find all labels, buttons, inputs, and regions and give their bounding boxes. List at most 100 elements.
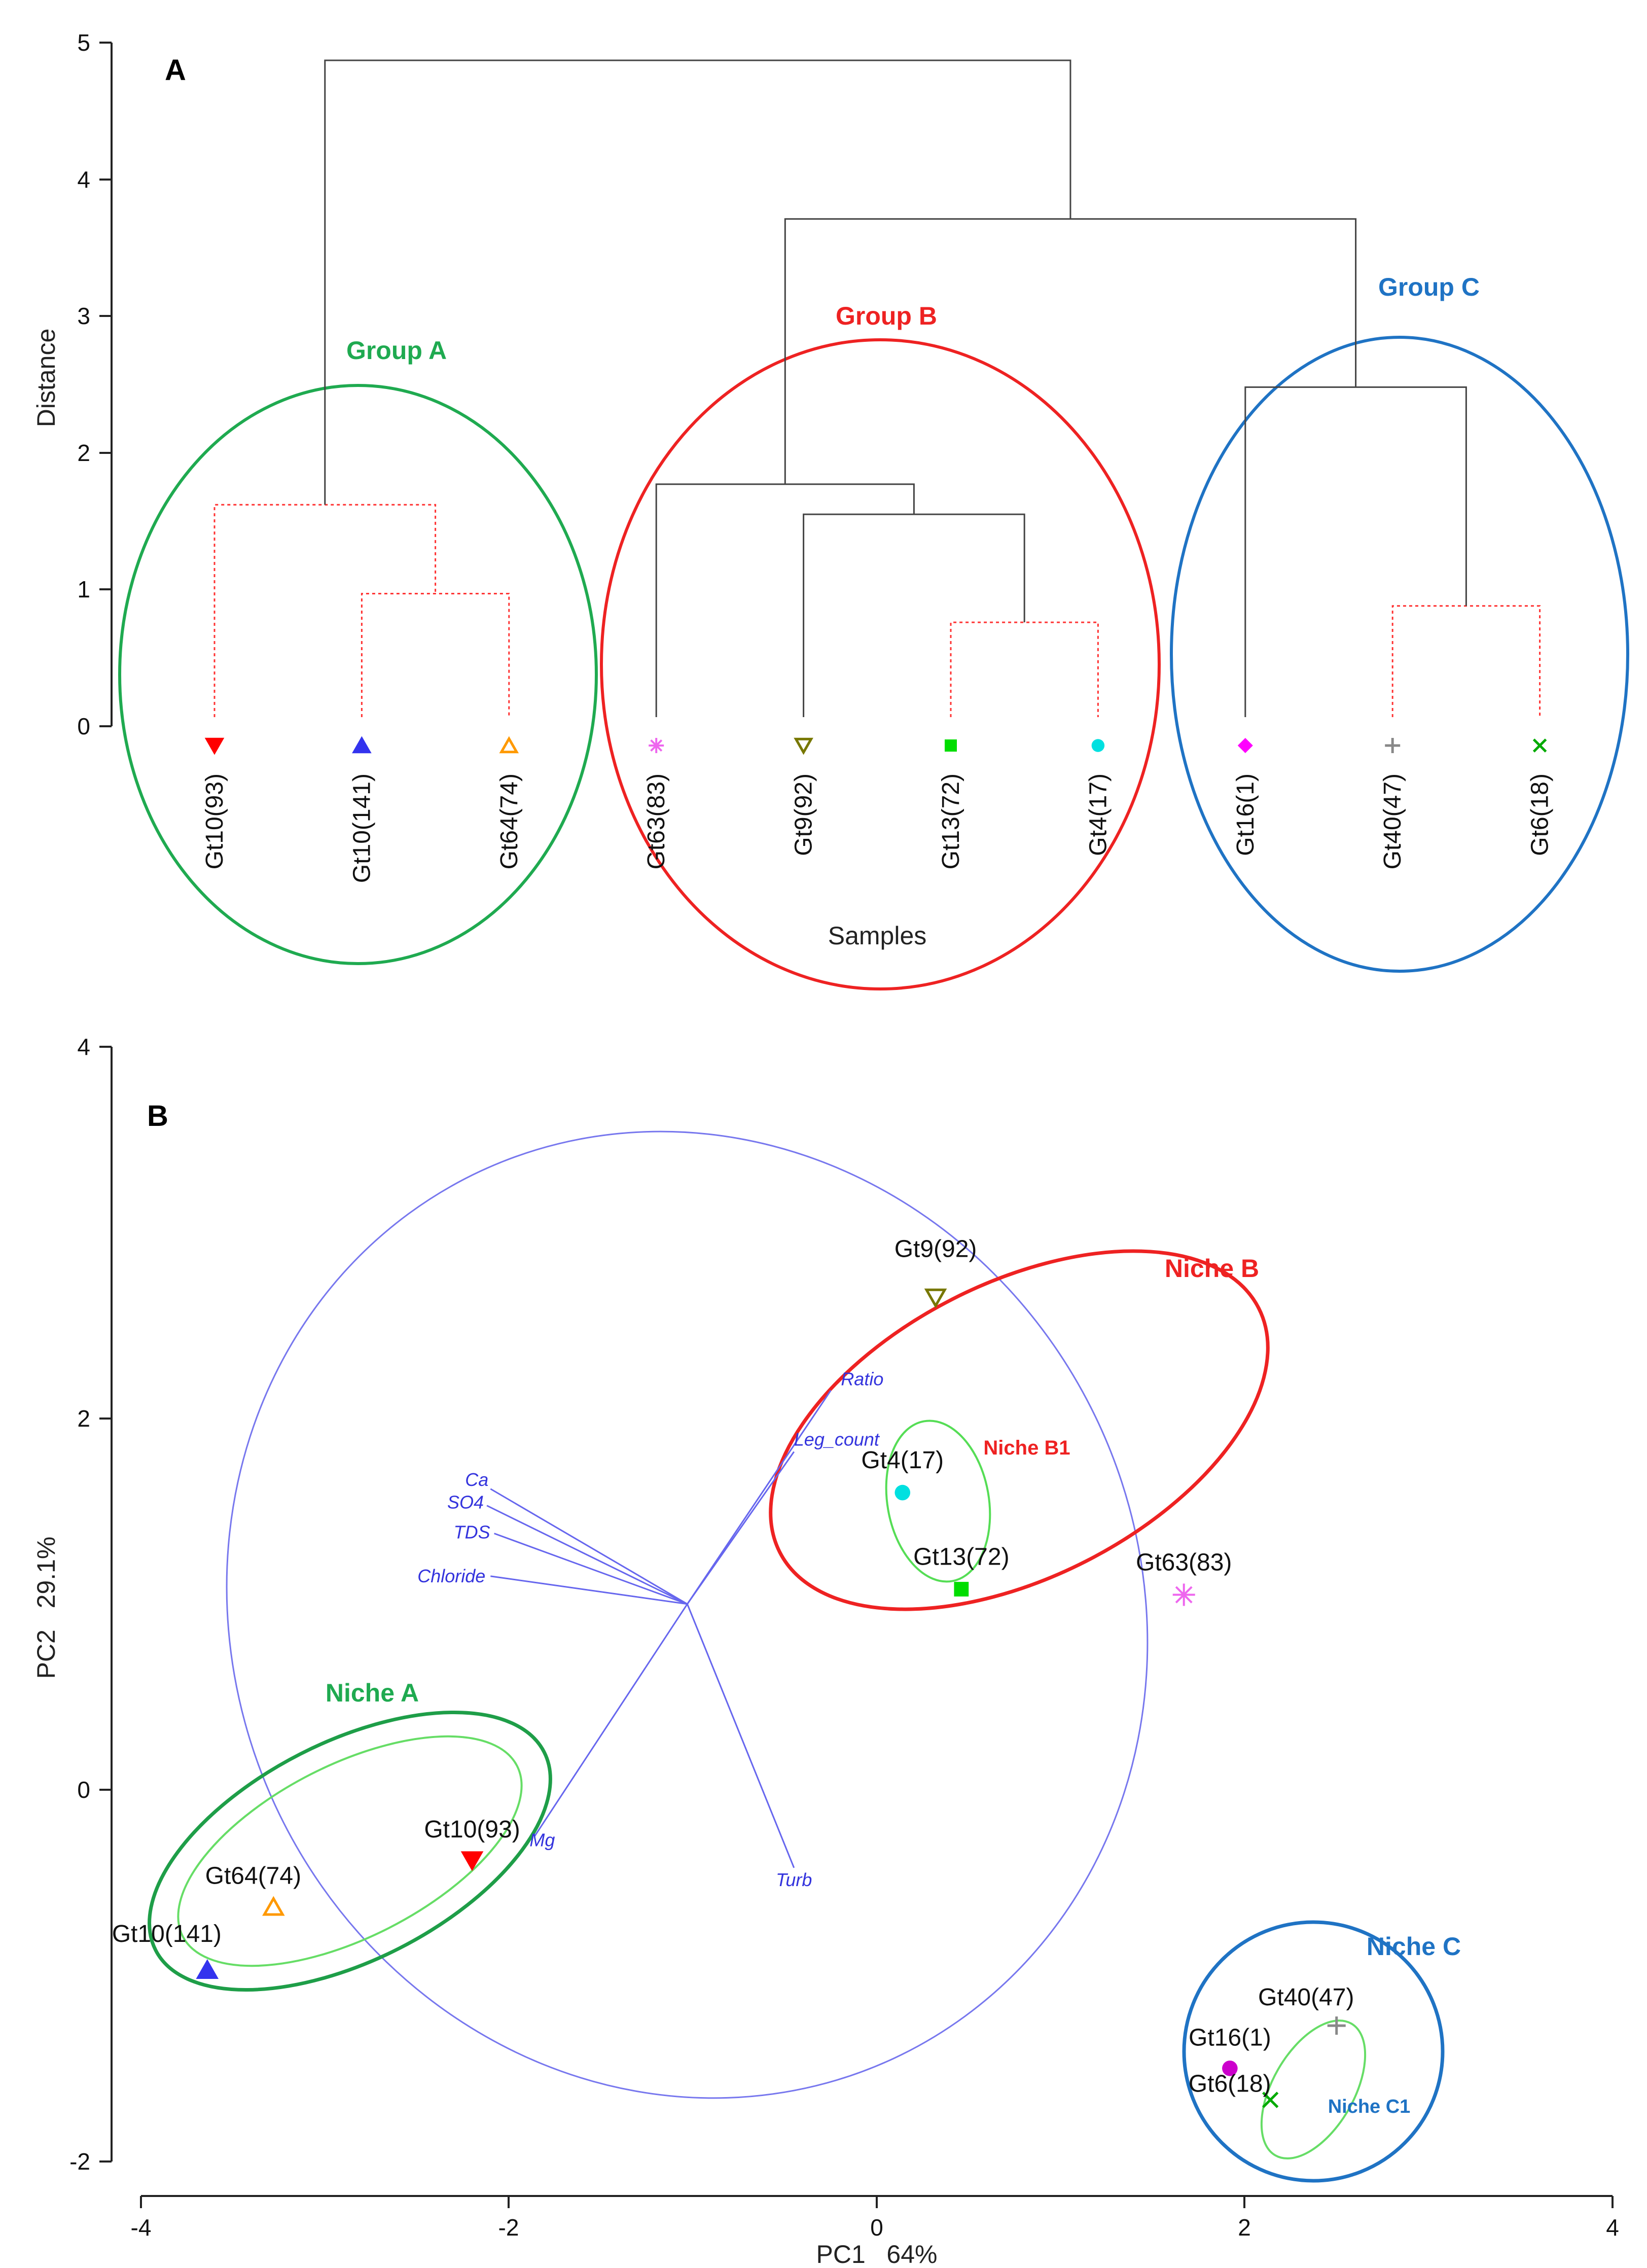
leaf-label: Gt16(1) xyxy=(1232,773,1259,856)
y-tick-label: 2 xyxy=(77,440,90,466)
leaf-marker xyxy=(499,736,519,754)
leaf-label: Gt10(141) xyxy=(348,773,375,883)
loading-label: Ratio xyxy=(841,1369,883,1390)
loading-label: Leg_count xyxy=(794,1429,880,1450)
x-tick-label: -4 xyxy=(131,2214,152,2241)
point-label: Gt6(18) xyxy=(1189,2071,1271,2098)
point-label: Gt64(74) xyxy=(205,1863,301,1890)
leaf-label: Gt4(17) xyxy=(1085,773,1112,856)
leaf-marker xyxy=(794,737,813,755)
niche-c-ellipse xyxy=(1182,1920,1445,2183)
niche-c-label: Niche C xyxy=(1367,1932,1461,1961)
point-label: Gt13(72) xyxy=(913,1544,1009,1571)
x-axis-title: PC1 64% xyxy=(816,2240,937,2268)
leaf-label: Gt63(83) xyxy=(643,773,670,869)
niche-c1-ellipse xyxy=(1260,2019,1367,2159)
dendrogram-leaves: Gt10(93) Gt10(141) Gt64(74) Gt63(83) Gt9(92)… xyxy=(201,736,1554,883)
y-tick-label: 3 xyxy=(77,303,90,329)
group-a-ellipse xyxy=(118,384,598,965)
y-tick-label: 5 xyxy=(77,29,90,56)
loading-label: Turb xyxy=(776,1869,812,1890)
point-label: Gt63(83) xyxy=(1136,1549,1232,1576)
loading-label: Ca xyxy=(465,1469,488,1490)
niche-a-label: Niche A xyxy=(326,1679,419,1707)
loading-label: Chloride xyxy=(417,1566,485,1586)
dendrogram-link xyxy=(1244,386,1467,717)
dendrogram-link xyxy=(361,592,510,717)
dendrogram-link xyxy=(784,218,1357,484)
leaf-label: Gt64(74) xyxy=(496,773,523,869)
leaf-marker xyxy=(1237,738,1253,753)
x-axis-title: Samples xyxy=(828,922,927,950)
dendrogram-link xyxy=(655,483,915,717)
x-tick-label: -2 xyxy=(498,2214,519,2241)
leaf-marker xyxy=(204,737,225,755)
y-axis-title: PC2 29.1% xyxy=(32,1537,60,1679)
loading-vector xyxy=(486,1505,688,1605)
loading-vector xyxy=(687,1604,795,1868)
group-c-ellipse xyxy=(1170,336,1629,973)
point-label: Gt16(1) xyxy=(1189,2024,1271,2051)
pca-points: Gt9(92) Gt4(17) Gt13(72) Gt63(83) Gt10(93) Gt… xyxy=(112,1236,1354,2108)
niche-b-label: Niche B xyxy=(1165,1254,1259,1283)
group-c-label: Group C xyxy=(1378,273,1480,301)
pca-point xyxy=(1262,2092,1279,2108)
loading-vector xyxy=(687,1390,832,1605)
y-axis-title: Distance xyxy=(32,329,60,428)
loading-vector xyxy=(687,1451,795,1605)
point-label: Gt9(92) xyxy=(894,1236,977,1263)
point-label: Gt10(93) xyxy=(424,1816,520,1843)
loading-label: TDS xyxy=(454,1522,490,1543)
dendrogram-link xyxy=(950,621,1099,717)
dendrogram-link xyxy=(1391,605,1541,717)
point-label: Gt4(17) xyxy=(861,1447,944,1474)
leaf-label: Gt6(18) xyxy=(1527,773,1554,856)
leaf-marker xyxy=(1385,738,1401,753)
correlation-circle xyxy=(226,1130,1149,2099)
dendrogram-link xyxy=(213,504,437,717)
dendrogram-link xyxy=(324,59,1071,505)
loading-vector xyxy=(494,1533,688,1605)
pca-point xyxy=(924,1288,947,1308)
group-b-label: Group B xyxy=(836,302,937,330)
leaf-marker xyxy=(649,738,664,753)
y-tick-label: 0 xyxy=(77,713,90,739)
leaf-label: Gt13(72) xyxy=(938,773,964,869)
panel-a-y-axis: 0 1 2 3 4 5 Distance xyxy=(32,29,113,739)
panel-b-pca-biplot: B -2 0 2 4 -4 -2 0 2 4 PC1 64% PC2 29.1% xyxy=(32,1034,1619,2268)
y-tick-label: 4 xyxy=(77,1034,90,1060)
y-tick-label: 0 xyxy=(77,1777,90,1803)
y-tick-label: 4 xyxy=(77,166,90,193)
pca-point xyxy=(1222,2061,1238,2076)
pca-point xyxy=(954,1582,969,1597)
loading-vector xyxy=(490,1488,688,1605)
y-tick-label: 2 xyxy=(77,1405,90,1432)
pca-point xyxy=(196,1959,219,1979)
point-label: Gt10(141) xyxy=(112,1921,222,1947)
pca-point xyxy=(894,1484,911,1501)
y-tick-label: -2 xyxy=(69,2148,90,2175)
dendrogram-links xyxy=(213,59,1541,717)
niche-c1-label: Niche C1 xyxy=(1328,2096,1411,2117)
leaf-marker xyxy=(1091,739,1105,752)
leaf-label: Gt9(92) xyxy=(791,773,817,856)
leaf-marker xyxy=(945,739,957,752)
niche-b1-label: Niche B1 xyxy=(983,1437,1070,1459)
point-label: Gt40(47) xyxy=(1258,1984,1354,2011)
leaf-marker xyxy=(1532,738,1547,753)
niche-b-ellipse xyxy=(769,1249,1270,1611)
x-tick-label: 4 xyxy=(1606,2214,1619,2241)
group-b-ellipse xyxy=(600,338,1161,990)
loading-vector xyxy=(490,1575,688,1605)
loading-vector xyxy=(534,1603,688,1837)
group-a-label: Group A xyxy=(346,336,447,365)
panel-a-label: A xyxy=(165,54,186,87)
pca-point xyxy=(1172,1583,1195,1606)
pca-point xyxy=(460,1851,484,1871)
leaf-label: Gt40(47) xyxy=(1379,773,1406,869)
pca-point xyxy=(262,1896,285,1916)
dendrogram-link xyxy=(803,513,1025,717)
panel-b-axes: -2 0 2 4 -4 -2 0 2 4 PC1 64% PC2 29.1% xyxy=(32,1034,1619,2268)
